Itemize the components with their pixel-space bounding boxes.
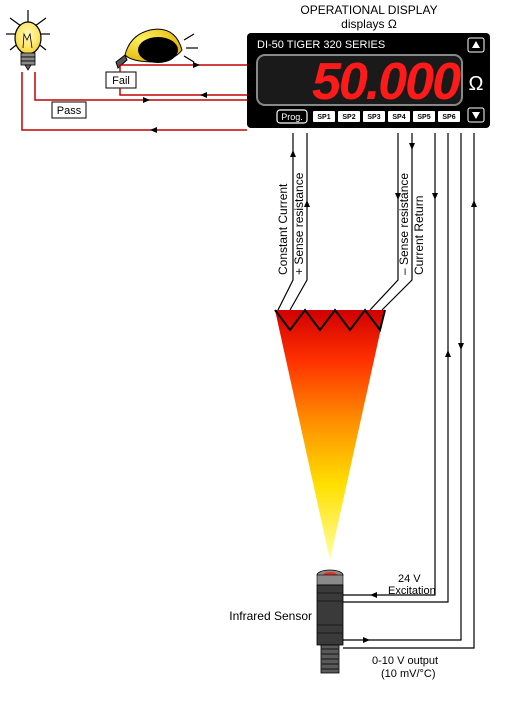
svg-text:Pass: Pass	[57, 105, 82, 117]
svg-text:SP4: SP4	[392, 114, 405, 121]
svg-text:Excitation: Excitation	[388, 585, 436, 597]
svg-text:(10 mV/°C): (10 mV/°C)	[381, 668, 436, 680]
svg-text:SP1: SP1	[317, 114, 330, 121]
sp-button-3[interactable]: SP3	[363, 111, 385, 122]
model-label: DI-50 TIGER 320 SERIES	[257, 39, 385, 51]
readout-value: 50.000	[312, 53, 461, 111]
sensor-label: Infrared Sensor	[229, 609, 312, 623]
prog-button[interactable]: Prog.	[277, 110, 307, 123]
header-line1: OPERATIONAL DISPLAY	[300, 3, 437, 17]
sp-button-4[interactable]: SP4	[388, 111, 410, 122]
light-bulb-icon	[6, 10, 50, 70]
svg-text:Prog.: Prog.	[281, 112, 303, 122]
header-line2: displays Ω	[341, 17, 397, 31]
label-sense-plus: + Sense resistance	[292, 172, 306, 275]
svg-text:Fail: Fail	[112, 75, 130, 87]
sp-button-6[interactable]: SP6	[438, 111, 460, 122]
unit-label: Ω	[469, 73, 484, 95]
svg-text:SP6: SP6	[442, 114, 455, 121]
pass-box: Pass	[52, 102, 86, 118]
sp-button-2[interactable]: SP2	[338, 111, 360, 122]
svg-text:SP5: SP5	[417, 114, 430, 121]
label-current-return: Current Return	[412, 196, 426, 275]
fail-box: Fail	[106, 72, 136, 88]
excitation-label: 24 V	[398, 573, 421, 585]
display-panel: DI-50 TIGER 320 SERIES 50.000 Ω Prog. SP…	[247, 33, 490, 128]
sp-button-5[interactable]: SP5	[413, 111, 435, 122]
sp-button-1[interactable]: SP1	[313, 111, 335, 122]
output-label: 0-10 V output	[372, 655, 438, 667]
label-constant-current: Constant Current	[276, 183, 290, 275]
heater-element	[275, 310, 385, 560]
horn-icon	[116, 29, 198, 68]
infrared-sensor	[317, 570, 343, 673]
svg-text:SP2: SP2	[342, 114, 355, 121]
svg-text:SP3: SP3	[367, 114, 380, 121]
label-sense-minus: – Sense resistance	[397, 173, 411, 275]
